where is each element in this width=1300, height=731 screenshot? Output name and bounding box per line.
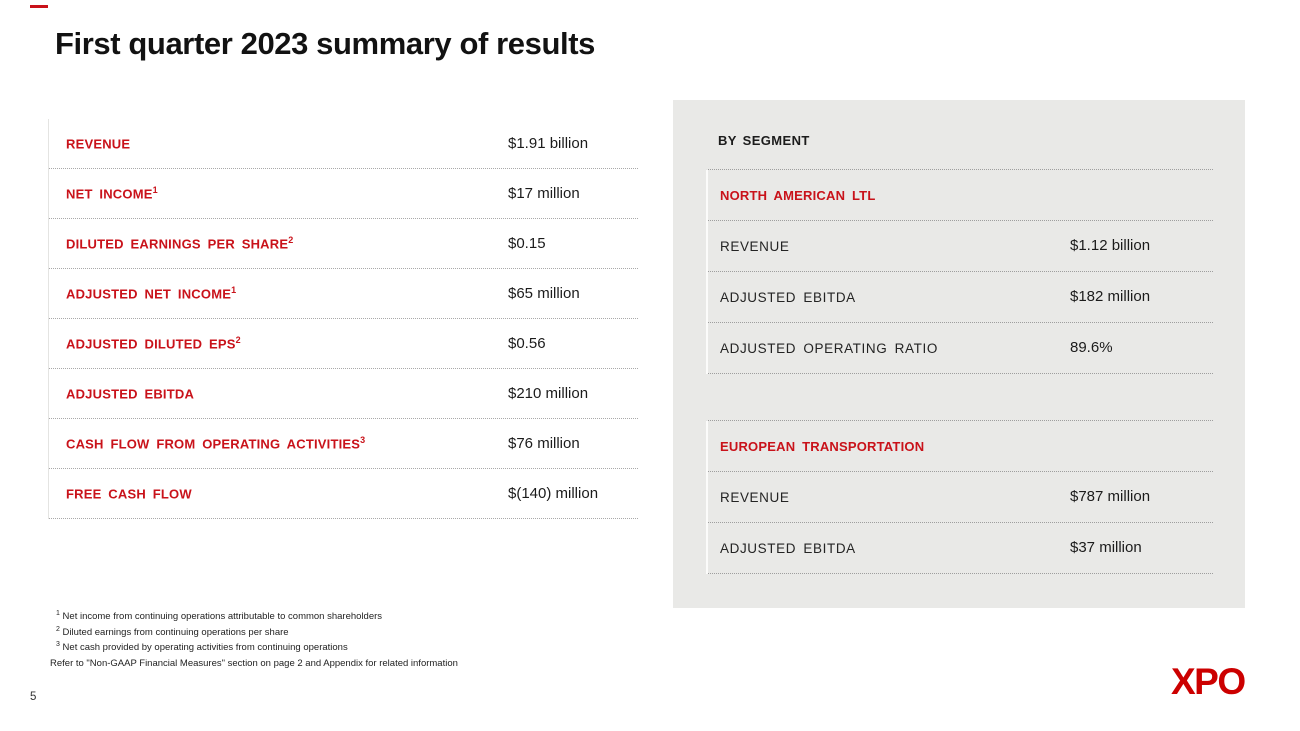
footnote-line: Refer to "Non-GAAP Financial Measures" s… bbox=[50, 655, 458, 671]
metric-label: ADJUSTED EBITDA bbox=[720, 289, 856, 305]
metric-value: $1.12 billion bbox=[1070, 236, 1151, 254]
footnote-marker: 1 bbox=[152, 185, 158, 196]
metric-label-text: NET INCOME bbox=[66, 186, 153, 202]
segment-panel: BY SEGMENT NORTH AMERICAN LTL REVENUE $1… bbox=[673, 100, 1245, 608]
segment-block: EUROPEAN TRANSPORTATION REVENUE $787 mil… bbox=[706, 420, 1213, 574]
xpo-logo: XPO bbox=[1171, 661, 1246, 702]
summary-table: REVENUE $1.91 billion NET INCOME1 $17 mi… bbox=[48, 119, 638, 519]
metric-value: $0.15 bbox=[508, 234, 546, 252]
metric-label: NET INCOME1 bbox=[49, 185, 158, 201]
footnote-text: Net income from continuing operations at… bbox=[62, 611, 383, 623]
metric-label: ADJUSTED OPERATING RATIO bbox=[720, 340, 938, 356]
metric-label-text: REVENUE bbox=[66, 136, 131, 152]
metric-label: ADJUSTED DILUTED EPS2 bbox=[49, 335, 241, 351]
metric-label: CASH FLOW FROM OPERATING ACTIVITIES3 bbox=[49, 435, 365, 451]
footnote-marker: 2 bbox=[235, 335, 241, 346]
footnote-marker: 3 bbox=[360, 435, 366, 446]
metric-value: $76 million bbox=[508, 434, 580, 452]
metric-label-text: ADJUSTED EBITDA bbox=[66, 386, 195, 402]
metric-label-text: DILUTED EARNINGS PER SHARE bbox=[66, 236, 289, 252]
metric-label-text: ADJUSTED NET INCOME bbox=[66, 286, 232, 302]
table-row: ADJUSTED NET INCOME1 $65 million bbox=[49, 269, 638, 319]
metric-label: FREE CASH FLOW bbox=[49, 485, 192, 502]
metric-label: DILUTED EARNINGS PER SHARE2 bbox=[49, 235, 293, 251]
table-row: CASH FLOW FROM OPERATING ACTIVITIES3 $76… bbox=[49, 419, 638, 469]
metric-value: $(140) million bbox=[508, 484, 599, 502]
table-row: REVENUE $1.91 billion bbox=[49, 119, 638, 169]
table-row: ADJUSTED EBITDA $210 million bbox=[49, 369, 638, 419]
footnote-marker: 2 bbox=[56, 625, 60, 633]
metric-label: ADJUSTED NET INCOME1 bbox=[49, 285, 236, 301]
footnotes: 1 Net income from continuing operations … bbox=[50, 608, 458, 670]
top-left-red-dash bbox=[30, 5, 48, 8]
segment-block: NORTH AMERICAN LTL REVENUE $1.12 billion… bbox=[706, 169, 1213, 374]
footnote-line: 3 Net cash provided by operating activit… bbox=[50, 639, 458, 655]
metric-value: $0.56 bbox=[508, 334, 546, 352]
footnote-marker: 1 bbox=[231, 285, 237, 296]
segment-name: EUROPEAN TRANSPORTATION bbox=[720, 438, 925, 454]
by-segment-header: BY SEGMENT bbox=[718, 133, 810, 148]
footnote-text: Refer to "Non-GAAP Financial Measures" s… bbox=[50, 657, 458, 669]
segment-name: NORTH AMERICAN LTL bbox=[720, 187, 876, 203]
table-row: FREE CASH FLOW $(140) million bbox=[49, 469, 638, 519]
metric-value: $65 million bbox=[508, 284, 580, 302]
metric-label-text: FREE CASH FLOW bbox=[66, 486, 192, 502]
metric-label: ADJUSTED EBITDA bbox=[49, 385, 195, 402]
segment-rows: REVENUE $787 million ADJUSTED EBITDA $37… bbox=[708, 472, 1213, 574]
segment-name-row: EUROPEAN TRANSPORTATION bbox=[708, 421, 1213, 472]
table-row: DILUTED EARNINGS PER SHARE2 $0.15 bbox=[49, 219, 638, 269]
metric-value: $37 million bbox=[1070, 538, 1142, 556]
metric-value: $17 million bbox=[508, 184, 580, 202]
segment-rows: REVENUE $1.12 billion ADJUSTED EBITDA $1… bbox=[708, 221, 1213, 374]
table-row: REVENUE $787 million bbox=[708, 472, 1213, 523]
metric-label: REVENUE bbox=[49, 135, 131, 152]
page-title: First quarter 2023 summary of results bbox=[55, 26, 595, 61]
metric-label: ADJUSTED EBITDA bbox=[720, 540, 856, 556]
metric-label: REVENUE bbox=[720, 238, 790, 254]
footnote-marker: 2 bbox=[288, 235, 294, 246]
metric-label-text: ADJUSTED DILUTED EPS bbox=[66, 336, 236, 352]
table-row: ADJUSTED EBITDA $37 million bbox=[708, 523, 1213, 574]
metric-value: $182 million bbox=[1070, 287, 1151, 305]
footnote-marker: 1 bbox=[56, 610, 60, 617]
table-row: REVENUE $1.12 billion bbox=[708, 221, 1213, 272]
page-number: 5 bbox=[30, 691, 37, 703]
metric-label-text: CASH FLOW FROM OPERATING ACTIVITIES bbox=[66, 436, 361, 452]
metric-value: $210 million bbox=[508, 384, 589, 402]
table-row: ADJUSTED OPERATING RATIO 89.6% bbox=[708, 323, 1213, 374]
footnote-line: 2 Diluted earnings from continuing opera… bbox=[50, 624, 458, 640]
metric-value: $787 million bbox=[1070, 487, 1151, 505]
metric-value: 89.6% bbox=[1070, 338, 1113, 356]
segment-name-row: NORTH AMERICAN LTL bbox=[708, 170, 1213, 221]
table-row: ADJUSTED DILUTED EPS2 $0.56 bbox=[49, 319, 638, 369]
table-row: ADJUSTED EBITDA $182 million bbox=[708, 272, 1213, 323]
table-row: NET INCOME1 $17 million bbox=[49, 169, 638, 219]
metric-label: REVENUE bbox=[720, 489, 790, 505]
footnote-text: Net cash provided by operating activitie… bbox=[62, 642, 348, 654]
metric-value: $1.91 billion bbox=[508, 134, 589, 152]
footnote-marker: 3 bbox=[56, 641, 60, 649]
footnote-line: 1 Net income from continuing operations … bbox=[50, 608, 458, 624]
footnote-text: Diluted earnings from continuing operati… bbox=[62, 626, 289, 638]
